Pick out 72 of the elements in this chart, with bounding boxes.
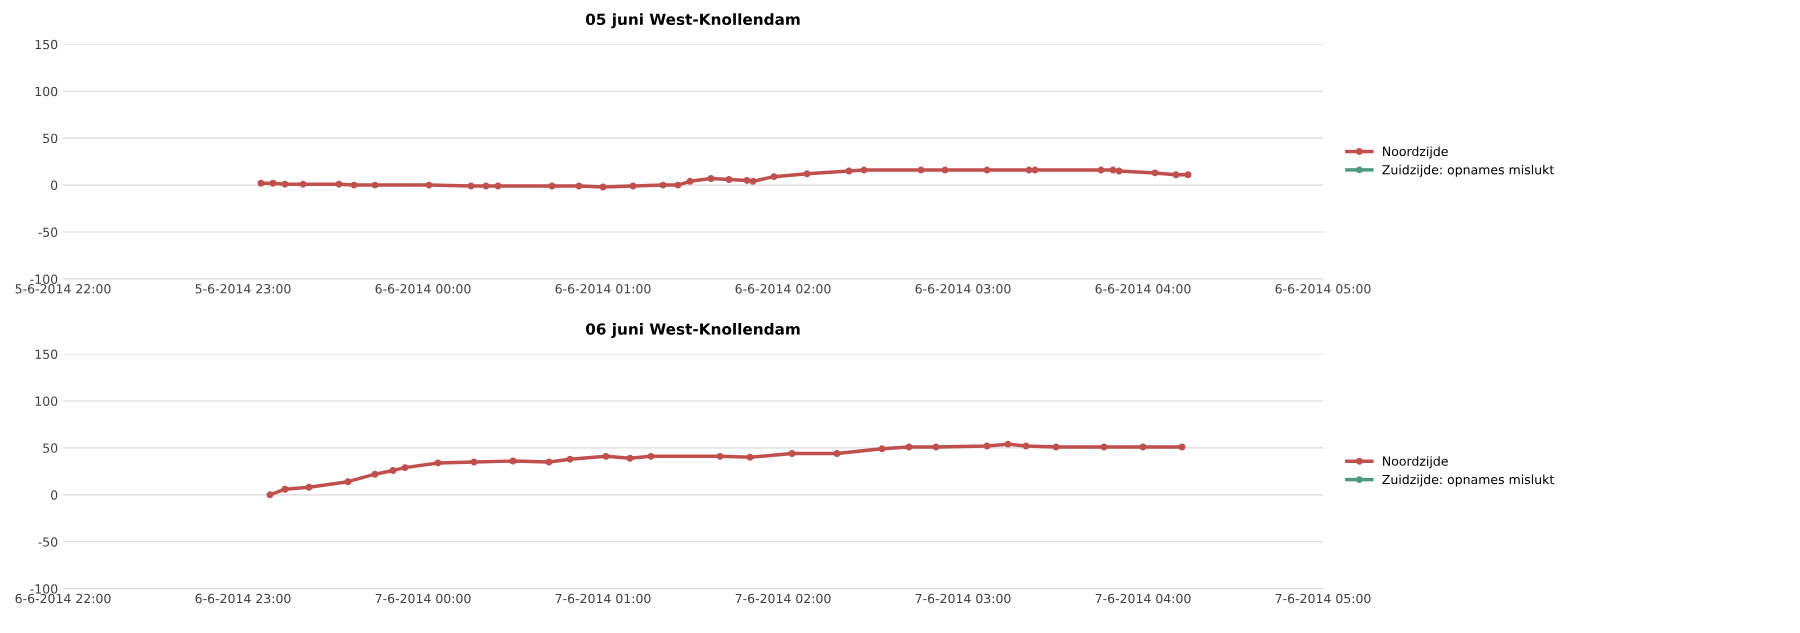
x-tick-label: 6-6-2014 23:00 (195, 593, 291, 604)
x-tick-label: 7-6-2014 05:00 (1275, 593, 1371, 604)
point (674, 181, 682, 189)
y-tick-label: 0 (51, 180, 58, 191)
x-tick-label: 6-6-2014 02:00 (735, 284, 831, 294)
x-tick-label: 6-6-2014 05:00 (1275, 284, 1371, 294)
point (1151, 169, 1159, 177)
point (350, 181, 358, 189)
y-tick-label: -100 (30, 584, 58, 594)
x-tick-label: 6-6-2014 03:00 (915, 284, 1011, 294)
point (686, 177, 694, 185)
x-tick-label: 5-6-2014 23:00 (195, 284, 291, 294)
y-tick-label: 100 (35, 86, 58, 97)
x-tick-label: 7-6-2014 01:00 (555, 593, 651, 604)
point (659, 181, 667, 189)
point (1172, 171, 1180, 179)
point (746, 453, 754, 461)
point (257, 179, 265, 187)
x-tick-label: 6-6-2014 01:00 (555, 284, 651, 294)
point (566, 455, 574, 463)
x-tick-label: 7-6-2014 00:00 (375, 593, 471, 604)
point (281, 180, 289, 188)
y-tick-label: 50 (43, 443, 58, 453)
point (335, 180, 343, 188)
point (803, 170, 811, 178)
y-tick-label: -100 (30, 274, 58, 284)
y-tick-label: -50 (38, 227, 58, 237)
point (371, 181, 379, 189)
point (281, 485, 289, 493)
point (269, 179, 277, 187)
y-tick-label: 0 (51, 490, 58, 500)
x-tick-label: 6-6-2014 00:00 (375, 284, 471, 294)
point (1004, 440, 1012, 448)
point (266, 491, 274, 499)
x-tick-label: 7-6-2014 02:00 (735, 593, 831, 604)
chart-title: 05 juni West-Knollendam (585, 13, 800, 29)
point (389, 466, 397, 474)
point (833, 450, 841, 458)
x-tick-label: 6-6-2014 22:00 (15, 593, 111, 604)
x-tick-label: 5-6-2014 22:00 (15, 284, 111, 294)
point (707, 175, 715, 183)
point (371, 470, 379, 478)
point (305, 483, 313, 491)
point (1184, 171, 1192, 179)
point (299, 180, 307, 188)
legend-label: Zuidzijde: opnames mislukt (1382, 164, 1554, 177)
point (878, 445, 886, 453)
legend-label: Noordzijde (1383, 146, 1448, 159)
point (344, 478, 352, 486)
x-tick-label: 7-6-2014 04:00 (1095, 593, 1191, 604)
point (788, 450, 796, 458)
point (626, 454, 634, 462)
point (425, 181, 433, 189)
point (434, 459, 442, 467)
point (749, 177, 757, 185)
y-tick-label: 50 (43, 133, 58, 144)
chart-title: 06 juni West-Knollendam (585, 322, 800, 338)
x-tick-label: 6-6-2014 04:00 (1095, 284, 1191, 294)
point (716, 452, 724, 460)
point (401, 464, 409, 472)
point (743, 176, 751, 184)
point (770, 173, 778, 181)
legend-label: Zuidzijde: opnames mislukt (1382, 474, 1554, 487)
y-tick-label: 150 (35, 349, 58, 359)
point (647, 452, 655, 460)
point (725, 175, 733, 183)
y-tick-label: 100 (35, 396, 58, 406)
legend-label: Noordzijde (1383, 456, 1448, 469)
point (602, 452, 610, 460)
y-tick-label: -50 (38, 537, 58, 547)
x-tick-label: 7-6-2014 03:00 (915, 593, 1011, 604)
y-tick-label: 150 (35, 39, 58, 50)
